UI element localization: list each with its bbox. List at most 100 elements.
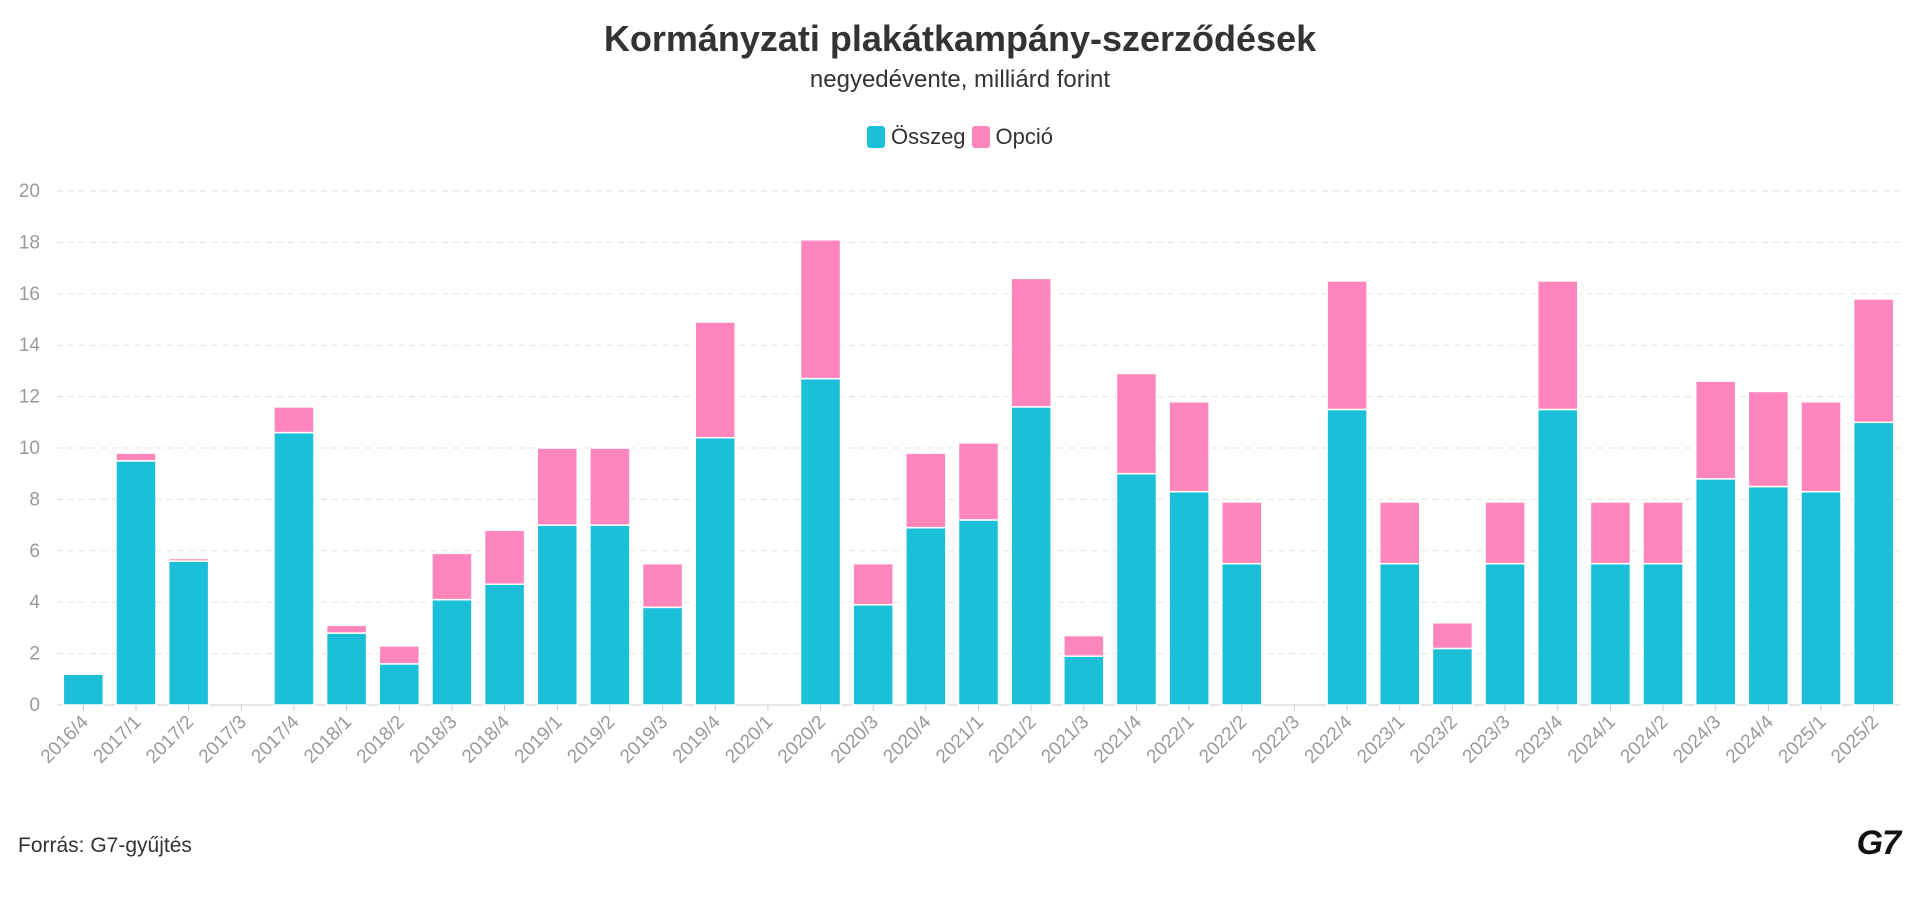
x-tick-label: 2019/1 bbox=[511, 712, 567, 768]
bar-osszeg bbox=[1536, 408, 1579, 706]
bar-opcio bbox=[1536, 280, 1579, 411]
y-tick-label: 14 bbox=[19, 335, 41, 356]
bar-opcio bbox=[115, 452, 157, 462]
x-tick-label: 2021/3 bbox=[1037, 712, 1093, 768]
bar-osszeg bbox=[905, 526, 947, 706]
bar-osszeg bbox=[1431, 647, 1474, 706]
bar-osszeg bbox=[1221, 562, 1263, 706]
bar-opcio bbox=[694, 321, 736, 439]
x-tick-label: 2024/1 bbox=[1564, 712, 1620, 768]
legend-swatch-osszeg bbox=[866, 126, 885, 148]
x-tick-label: 2023/4 bbox=[1511, 711, 1567, 767]
bar-osszeg bbox=[62, 673, 105, 706]
x-tick-label: 2020/3 bbox=[827, 712, 883, 768]
bar-osszeg bbox=[325, 632, 368, 706]
bar-opcio bbox=[1589, 501, 1632, 565]
bar-opcio bbox=[1747, 390, 1790, 488]
bar-osszeg bbox=[483, 583, 526, 706]
x-tick-label: 2021/1 bbox=[932, 712, 988, 768]
bar-osszeg bbox=[1115, 472, 1158, 706]
bar-osszeg bbox=[1747, 485, 1790, 706]
legend-item-opcio[interactable]: Opció bbox=[971, 124, 1054, 150]
bar-opcio bbox=[1168, 400, 1210, 493]
bar-opcio bbox=[1063, 634, 1105, 657]
legend-item-osszeg[interactable]: Összeg bbox=[866, 124, 966, 150]
x-tick-label: 2020/1 bbox=[721, 712, 777, 768]
bar-opcio bbox=[1694, 380, 1737, 480]
bar-opcio bbox=[1800, 400, 1842, 493]
x-tick-label: 2017/1 bbox=[90, 712, 146, 768]
bar-osszeg bbox=[589, 524, 631, 706]
bar-opcio bbox=[431, 552, 473, 601]
x-tick-label: 2024/4 bbox=[1722, 711, 1778, 767]
bar-osszeg bbox=[115, 460, 157, 706]
legend: Összeg Opció bbox=[0, 124, 1920, 150]
bar-osszeg bbox=[1694, 478, 1737, 706]
bar-opcio bbox=[483, 529, 526, 585]
source-note: Forrás: G7-gyűjtés bbox=[18, 834, 192, 857]
chart-title: Kormányzati plakátkampány-szerződések bbox=[603, 18, 1317, 59]
bar-osszeg bbox=[378, 663, 421, 706]
x-tick-label: 2018/2 bbox=[353, 712, 409, 768]
y-tick-label: 12 bbox=[19, 387, 40, 408]
bar-osszeg bbox=[167, 560, 210, 706]
bar-osszeg bbox=[1326, 408, 1368, 706]
x-tick-label: 2020/4 bbox=[879, 711, 935, 767]
bar-opcio bbox=[1431, 622, 1474, 650]
x-tick-label: 2022/4 bbox=[1301, 711, 1357, 767]
bar-opcio bbox=[1642, 501, 1684, 565]
x-tick-label: 2016/4 bbox=[37, 711, 93, 767]
x-tick-label: 2025/1 bbox=[1775, 712, 1831, 768]
x-tick-label: 2017/3 bbox=[195, 712, 251, 768]
y-tick-label: 20 bbox=[19, 181, 40, 202]
bar-osszeg bbox=[799, 377, 842, 706]
bar-opcio bbox=[641, 562, 684, 609]
bar-opcio bbox=[1010, 277, 1052, 408]
y-tick-label: 0 bbox=[29, 695, 40, 716]
bar-osszeg bbox=[957, 519, 1000, 706]
bar-opcio bbox=[1326, 280, 1368, 411]
x-tick-label: 2017/2 bbox=[142, 712, 198, 768]
x-tick-label: 2022/1 bbox=[1143, 712, 1199, 768]
x-tick-label: 2018/4 bbox=[458, 711, 514, 767]
legend-label-opcio: Opció bbox=[995, 124, 1054, 149]
bar-osszeg bbox=[1063, 655, 1105, 706]
x-tick-label: 2025/2 bbox=[1827, 712, 1883, 768]
bar-osszeg bbox=[1589, 562, 1632, 706]
bar-opcio bbox=[536, 447, 579, 526]
y-tick-label: 2 bbox=[29, 644, 40, 665]
bar-osszeg bbox=[1642, 562, 1684, 706]
y-tick-label: 8 bbox=[29, 489, 40, 510]
x-tick-label: 2023/1 bbox=[1353, 712, 1409, 768]
bar-opcio bbox=[378, 645, 421, 665]
legend-swatch-opcio bbox=[971, 126, 990, 148]
y-tick-label: 18 bbox=[19, 232, 40, 253]
bar-opcio bbox=[589, 447, 631, 526]
x-tick-label: 2023/2 bbox=[1406, 712, 1462, 768]
bar-osszeg bbox=[1168, 490, 1210, 706]
x-tick-label: 2019/3 bbox=[616, 712, 672, 768]
x-tick-label: 2024/3 bbox=[1669, 712, 1725, 768]
x-tick-label: 2018/3 bbox=[406, 712, 462, 768]
bar-osszeg bbox=[273, 431, 315, 706]
x-tick-label: 2021/2 bbox=[985, 712, 1041, 768]
bar-osszeg bbox=[431, 598, 473, 706]
bar-osszeg bbox=[1010, 406, 1052, 706]
g7-logo: G7 bbox=[1856, 824, 1901, 862]
bar-osszeg bbox=[536, 524, 579, 706]
y-tick-label: 6 bbox=[29, 541, 40, 562]
bar-osszeg bbox=[852, 604, 894, 706]
chart-subtitle: negyedévente, milliárd forint bbox=[809, 66, 1111, 93]
bar-opcio bbox=[273, 406, 315, 434]
bar-osszeg bbox=[1852, 421, 1895, 706]
x-tick-label: 2019/4 bbox=[669, 711, 725, 767]
y-tick-label: 4 bbox=[29, 592, 40, 613]
legend-label-osszeg: Összeg bbox=[890, 124, 966, 149]
bar-opcio bbox=[1484, 501, 1526, 565]
y-tick-label: 16 bbox=[19, 284, 40, 305]
bar-osszeg bbox=[641, 606, 684, 706]
bar-opcio bbox=[1115, 372, 1158, 475]
x-tick-label: 2022/3 bbox=[1248, 712, 1304, 768]
x-tick-label: 2019/2 bbox=[563, 712, 619, 768]
bar-osszeg bbox=[1378, 562, 1421, 706]
